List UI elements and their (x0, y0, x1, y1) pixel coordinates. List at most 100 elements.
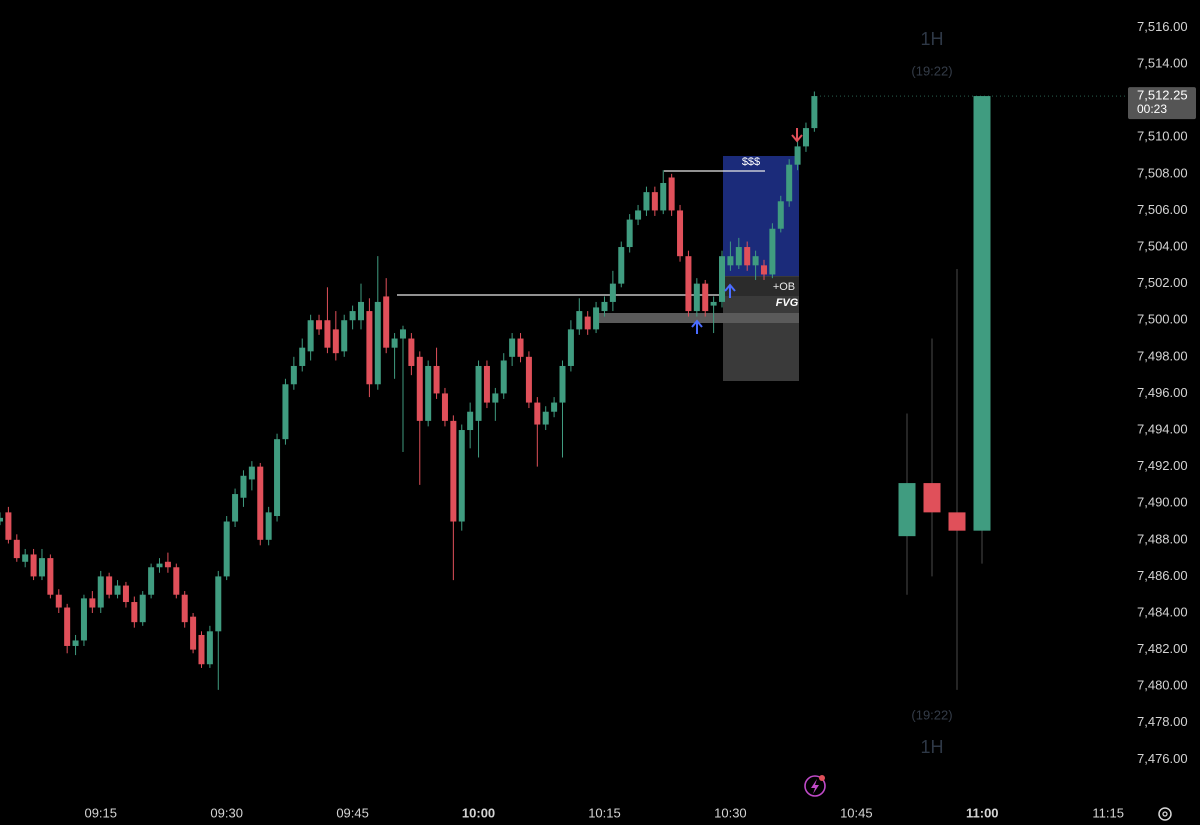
y-tick-label: 7,494.00 (1137, 421, 1188, 436)
candle-body (299, 347, 306, 366)
x-tick-label: 11:00 (966, 805, 999, 820)
candle-body (760, 265, 767, 275)
y-tick-label: 7,476.00 (1137, 751, 1188, 766)
candle-body (366, 311, 373, 385)
candle-body (316, 320, 323, 330)
candle-body (534, 402, 541, 425)
candle-body (5, 512, 12, 540)
candle-body (307, 320, 314, 352)
candle-body (47, 558, 54, 595)
candle-body (148, 567, 155, 595)
candle-body (719, 256, 726, 302)
candle-body (458, 430, 465, 522)
candle-body (593, 307, 600, 330)
candle-body (777, 201, 784, 229)
candle-body (923, 483, 941, 513)
candle-body (383, 296, 390, 348)
signal-arrow-up (691, 319, 703, 334)
x-tick-label: 10:00 (462, 805, 495, 820)
candle-body (609, 283, 616, 302)
candle-body (80, 598, 87, 641)
settings-icon-core (1162, 811, 1168, 817)
candle-body (425, 365, 432, 421)
candle-body (786, 164, 793, 202)
candle-body (567, 329, 574, 366)
order-block-label: +OB (773, 281, 795, 293)
candle-body (416, 356, 423, 421)
x-tick-label: 10:30 (714, 805, 747, 820)
fvg-label: FVG (776, 297, 799, 309)
arrows (691, 128, 803, 334)
x-tick-label: 09:15 (84, 805, 117, 820)
y-tick-label: 7,498.00 (1137, 348, 1188, 363)
candle-body (391, 338, 398, 348)
candle-body (948, 512, 966, 531)
y-tick-label: 7,496.00 (1137, 385, 1188, 400)
overlay-countdown: (19:22) (911, 63, 952, 78)
candle-body (576, 311, 583, 330)
y-tick-label: 7,480.00 (1137, 678, 1188, 693)
candle-body (38, 558, 45, 577)
candle-body (265, 512, 272, 540)
y-tick-label: 7,492.00 (1137, 458, 1188, 473)
candle-body (441, 393, 448, 421)
y-tick-label: 7,500.00 (1137, 312, 1188, 327)
candle-body (122, 585, 129, 603)
candle-body (710, 301, 717, 306)
candle-body (282, 384, 289, 440)
candle-body (399, 329, 406, 339)
x-tick-label: 10:15 (588, 805, 621, 820)
bar-countdown: 00:23 (1137, 102, 1167, 116)
overlay-timeframe: 1H (920, 29, 943, 49)
candle-body (752, 256, 759, 266)
candle-body (248, 466, 255, 480)
candle-body (898, 483, 916, 537)
y-tick-label: 7,508.00 (1137, 165, 1188, 180)
candle-body (433, 365, 440, 394)
candle-body (450, 420, 457, 522)
liquidity-label: $$$ (742, 156, 760, 168)
last-price-label: 7,512.25 (1137, 88, 1188, 103)
candle-body (651, 192, 658, 211)
candle-body (517, 338, 524, 357)
y-tick-label: 7,490.00 (1137, 495, 1188, 510)
candle-body (685, 256, 692, 312)
candle-body (164, 561, 171, 568)
candle-body (735, 247, 742, 266)
candle-body (139, 594, 146, 623)
candle-body (769, 228, 776, 275)
fvg-zone (598, 313, 799, 323)
candles (0, 91, 991, 690)
candle-body (973, 96, 991, 531)
y-tick-label: 7,504.00 (1137, 238, 1188, 253)
candle-body (525, 356, 532, 403)
candle-body (89, 598, 96, 608)
candle-body (492, 393, 499, 403)
x-tick-label: 09:30 (210, 805, 243, 820)
alert-icon[interactable] (804, 775, 826, 797)
candle-body (811, 96, 818, 129)
settings-icon[interactable] (1158, 807, 1172, 821)
overlay-countdown: (19:22) (911, 707, 952, 722)
y-tick-label: 7,488.00 (1137, 531, 1188, 546)
candle-body (660, 182, 667, 211)
candle-body (542, 411, 549, 425)
x-tick-label: 11:15 (1092, 805, 1124, 820)
candle-body (744, 247, 751, 266)
candle-body (223, 521, 230, 577)
signal-arrow-up (724, 283, 736, 298)
candle-body (198, 634, 205, 665)
candle-body (290, 365, 297, 385)
candle-body (475, 365, 482, 421)
candle-body (106, 576, 113, 595)
candle-body (727, 256, 734, 266)
candle-body (618, 247, 625, 284)
candle-body (626, 219, 633, 248)
candle-body (181, 594, 188, 623)
candle-body (156, 563, 163, 568)
candle-body (668, 177, 675, 211)
y-tick-label: 7,506.00 (1137, 202, 1188, 217)
candle-body (257, 466, 264, 540)
